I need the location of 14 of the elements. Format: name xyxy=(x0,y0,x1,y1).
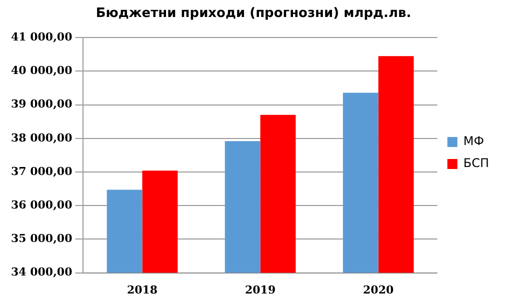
chart-title: Бюджетни приходи (прогнозни) млрд.лв. xyxy=(96,6,412,22)
y-tick-label: 37 000,00 xyxy=(10,164,73,178)
y-tick-label: 39 000,00 xyxy=(10,98,73,111)
x-tick-label: 2019 xyxy=(244,283,276,296)
x-tick-label: 2018 xyxy=(126,283,158,296)
y-tick-label: 38 000,00 xyxy=(10,131,73,144)
x-tick-label: 2020 xyxy=(363,283,394,296)
legend-label: МФ xyxy=(463,134,484,148)
y-tick-label: 40 000,00 xyxy=(10,64,73,78)
y-tick-label: 34 000,00 xyxy=(10,266,73,279)
legend-label: БСП xyxy=(463,156,490,170)
y-tick-label: 41 000,00 xyxy=(10,30,73,44)
y-tick-label: 36 000,00 xyxy=(10,198,73,212)
y-tick-label: 35 000,00 xyxy=(10,232,73,246)
